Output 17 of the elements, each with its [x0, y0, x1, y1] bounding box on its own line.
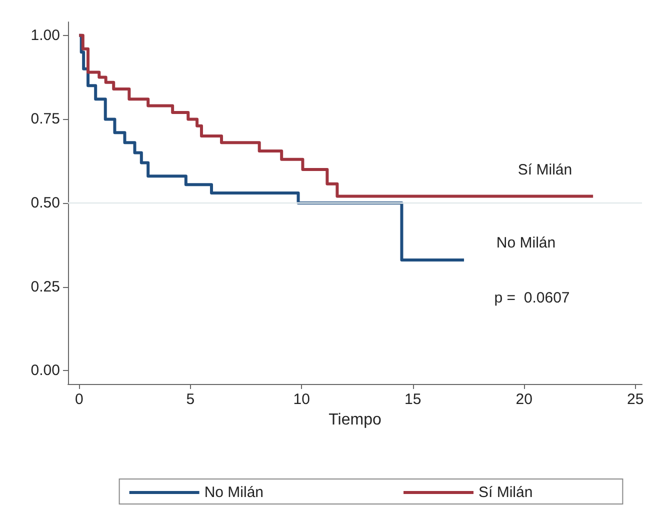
x-axis-title: Tiempo: [328, 411, 382, 428]
annotation: No Milán: [496, 234, 556, 252]
legend-label: Sí Milán: [478, 484, 533, 501]
x-tick-label: 5: [186, 391, 195, 408]
y-tick-label: 1.00: [30, 26, 60, 44]
x-tick-label: 25: [626, 391, 644, 408]
legend-label: No Milán: [204, 484, 264, 501]
annotation: Sí Milán: [518, 162, 572, 178]
y-tick-label: 0.25: [30, 278, 60, 296]
x-tick-label: 10: [293, 391, 310, 408]
annotation: p = 0.0607: [494, 290, 570, 306]
y-tick-label: 0.50: [30, 194, 60, 212]
y-tick-label: 0.00: [30, 362, 60, 380]
x-tick-label: 20: [516, 391, 532, 408]
x-tick-label: 15: [404, 391, 422, 408]
x-tick-label: 0: [74, 391, 84, 408]
y-tick-label: 0.75: [30, 110, 60, 128]
